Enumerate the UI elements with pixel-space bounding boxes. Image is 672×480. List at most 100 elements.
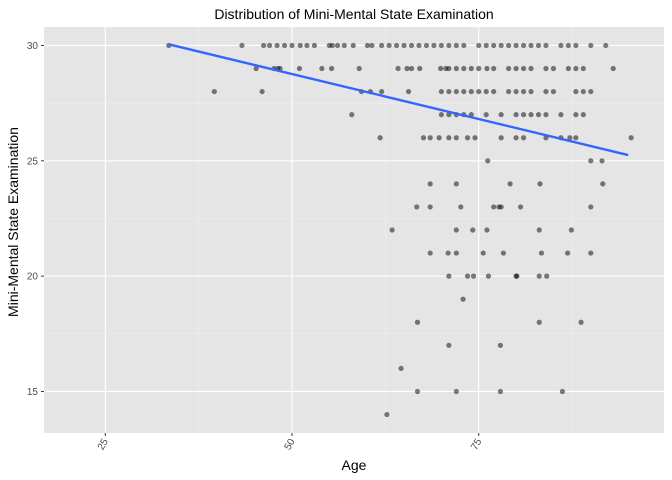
data-point [461, 42, 467, 49]
data-point [464, 273, 471, 279]
data-point [393, 42, 400, 49]
data-point [558, 42, 564, 49]
data-point [528, 65, 534, 72]
data-point [498, 112, 504, 118]
data-point [404, 65, 410, 72]
data-point [506, 42, 512, 49]
data-point [485, 273, 492, 279]
data-point [498, 204, 504, 210]
data-point [470, 273, 477, 279]
data-point [520, 42, 527, 49]
data-point [550, 65, 557, 72]
data-point [537, 181, 543, 187]
y-axis: 15 20 25 30 [27, 41, 44, 398]
data-point [414, 204, 420, 210]
data-point [408, 42, 415, 49]
data-point [311, 42, 318, 49]
data-point [476, 65, 482, 72]
data-point [438, 112, 444, 118]
data-point [395, 65, 401, 72]
data-point [543, 112, 549, 118]
data-point [497, 342, 504, 348]
data-point [565, 42, 571, 49]
data-point [567, 135, 573, 141]
data-point [446, 42, 452, 49]
data-point [536, 227, 542, 233]
data-point [461, 88, 467, 95]
plot-panel [44, 27, 664, 433]
data-point [453, 250, 459, 256]
x-axis-title: Age [342, 457, 367, 473]
data-point [297, 42, 303, 49]
data-point [239, 42, 245, 49]
data-point [538, 250, 545, 256]
data-point [517, 204, 524, 210]
data-point [401, 42, 407, 49]
data-point [289, 42, 295, 49]
data-point [304, 42, 310, 49]
data-point [470, 227, 476, 233]
data-point [550, 88, 557, 95]
data-point [453, 65, 459, 72]
data-point [476, 88, 482, 95]
data-point [369, 42, 375, 49]
data-point [599, 158, 605, 164]
data-point [281, 42, 288, 49]
data-point [329, 42, 335, 49]
data-point [544, 273, 550, 279]
data-point [364, 42, 371, 49]
data-point [565, 65, 571, 72]
data-point [386, 42, 392, 49]
data-point [296, 65, 303, 72]
data-point [588, 88, 594, 95]
data-point [536, 273, 542, 279]
data-point [498, 42, 504, 49]
data-point [389, 227, 395, 233]
data-point [513, 88, 519, 95]
data-point [453, 181, 459, 187]
data-point [498, 135, 504, 141]
data-point [453, 388, 459, 395]
data-point [446, 273, 452, 279]
data-point [445, 250, 451, 256]
data-point [520, 135, 527, 141]
data-point [628, 135, 634, 141]
data-point [427, 204, 433, 210]
x-tick-label: 25 [96, 437, 111, 453]
data-point [520, 88, 527, 95]
data-point [461, 65, 467, 72]
data-point [460, 296, 466, 302]
data-point [565, 250, 571, 256]
data-point [334, 42, 341, 49]
data-point [274, 42, 280, 49]
data-point [543, 42, 549, 49]
data-point [446, 65, 452, 72]
data-point [573, 88, 579, 95]
data-point [483, 88, 489, 95]
data-point [427, 135, 433, 141]
y-tick-label: 15 [27, 387, 39, 398]
chart-title: Distribution of Mini-Mental State Examin… [214, 6, 493, 22]
data-point [513, 42, 519, 49]
data-point [535, 112, 542, 118]
data-point [513, 112, 519, 118]
data-point [573, 112, 579, 118]
data-point [379, 88, 385, 95]
data-point [514, 273, 520, 279]
data-point [468, 65, 474, 72]
data-point [427, 181, 433, 187]
data-point [379, 42, 385, 49]
data-point [398, 365, 404, 372]
data-point [558, 112, 564, 118]
x-axis: 25 50 75 [96, 433, 485, 452]
data-point [408, 65, 415, 72]
data-point [377, 135, 383, 141]
data-point [520, 112, 527, 118]
data-point [349, 112, 355, 118]
data-point [436, 135, 442, 141]
data-point [427, 250, 433, 256]
data-point [485, 158, 491, 164]
data-point [261, 42, 267, 49]
y-tick-label: 25 [27, 156, 39, 167]
data-point [600, 181, 606, 187]
